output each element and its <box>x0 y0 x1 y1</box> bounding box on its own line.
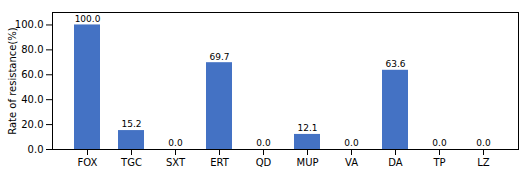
svg-text:12.1: 12.1 <box>297 123 317 133</box>
svg-text:VA: VA <box>345 157 358 168</box>
svg-text:0.0: 0.0 <box>476 138 491 148</box>
svg-text:0.0: 0.0 <box>168 138 183 148</box>
svg-text:ERT: ERT <box>210 157 230 168</box>
svg-text:60.0: 60.0 <box>21 69 43 80</box>
svg-text:0.0: 0.0 <box>256 138 271 148</box>
svg-text:100.0: 100.0 <box>15 19 44 30</box>
svg-text:TP: TP <box>432 157 445 168</box>
svg-text:15.2: 15.2 <box>121 119 141 129</box>
svg-text:20.0: 20.0 <box>21 119 43 130</box>
svg-text:0.0: 0.0 <box>432 138 447 148</box>
svg-text:40.0: 40.0 <box>21 94 43 105</box>
svg-text:QD: QD <box>256 157 272 168</box>
svg-text:MUP: MUP <box>297 157 319 168</box>
svg-text:DA: DA <box>388 157 403 168</box>
svg-text:SXT: SXT <box>166 157 186 168</box>
svg-text:TGC: TGC <box>120 157 142 168</box>
svg-text:0.0: 0.0 <box>28 144 44 155</box>
svg-text:FOX: FOX <box>78 157 98 168</box>
svg-text:69.7: 69.7 <box>209 52 229 62</box>
svg-text:63.6: 63.6 <box>385 59 405 69</box>
svg-text:Rate of resistance(%): Rate of resistance(%) <box>7 27 18 135</box>
svg-text:100.0: 100.0 <box>75 14 101 24</box>
svg-text:80.0: 80.0 <box>21 44 43 55</box>
svg-text:LZ: LZ <box>477 157 490 168</box>
svg-text:0.0: 0.0 <box>344 138 359 148</box>
